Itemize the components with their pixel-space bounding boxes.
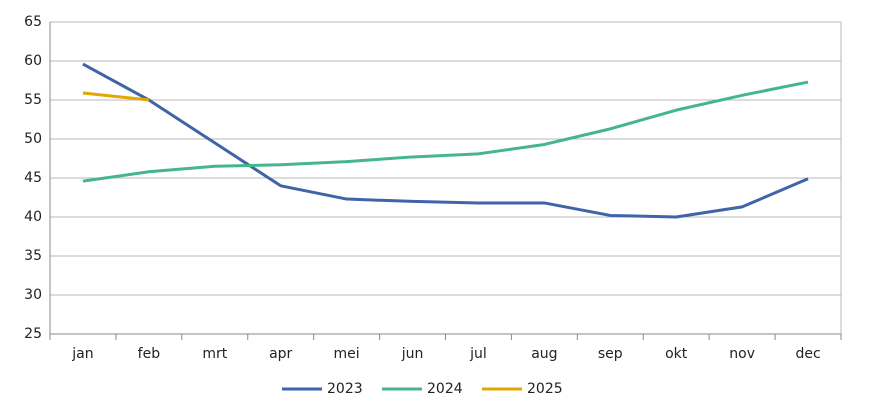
line-series — [82, 91, 150, 102]
x-tick-label: nov — [729, 346, 755, 362]
x-tick-label: aug — [531, 346, 557, 362]
y-tick-label: 30 — [24, 287, 42, 303]
line-series — [82, 62, 809, 219]
y-tick-label: 40 — [24, 209, 42, 225]
x-tick-label: okt — [665, 346, 688, 362]
x-tick-label: sep — [598, 346, 623, 362]
x-tick-label: feb — [138, 346, 161, 362]
legend-label: 2025 — [527, 381, 563, 397]
x-tick-label: jul — [469, 346, 487, 362]
x-tick-label: jun — [401, 346, 424, 362]
x-tick-label: jan — [71, 346, 93, 362]
x-tick-label: mrt — [202, 346, 227, 362]
y-tick-label: 50 — [24, 131, 42, 147]
y-tick-label: 25 — [24, 326, 42, 342]
x-tick-label: dec — [795, 346, 820, 362]
y-tick-label: 60 — [24, 53, 42, 69]
y-tick-label: 45 — [24, 170, 42, 186]
x-tick-label: apr — [269, 346, 292, 362]
legend-label: 2024 — [427, 381, 463, 397]
y-tick-label: 35 — [24, 248, 42, 264]
y-tick-label: 55 — [24, 92, 42, 108]
x-tick-label: mei — [334, 346, 360, 362]
y-tick-label: 65 — [24, 14, 42, 30]
legend-label: 2023 — [327, 381, 363, 397]
line-series — [82, 80, 809, 183]
